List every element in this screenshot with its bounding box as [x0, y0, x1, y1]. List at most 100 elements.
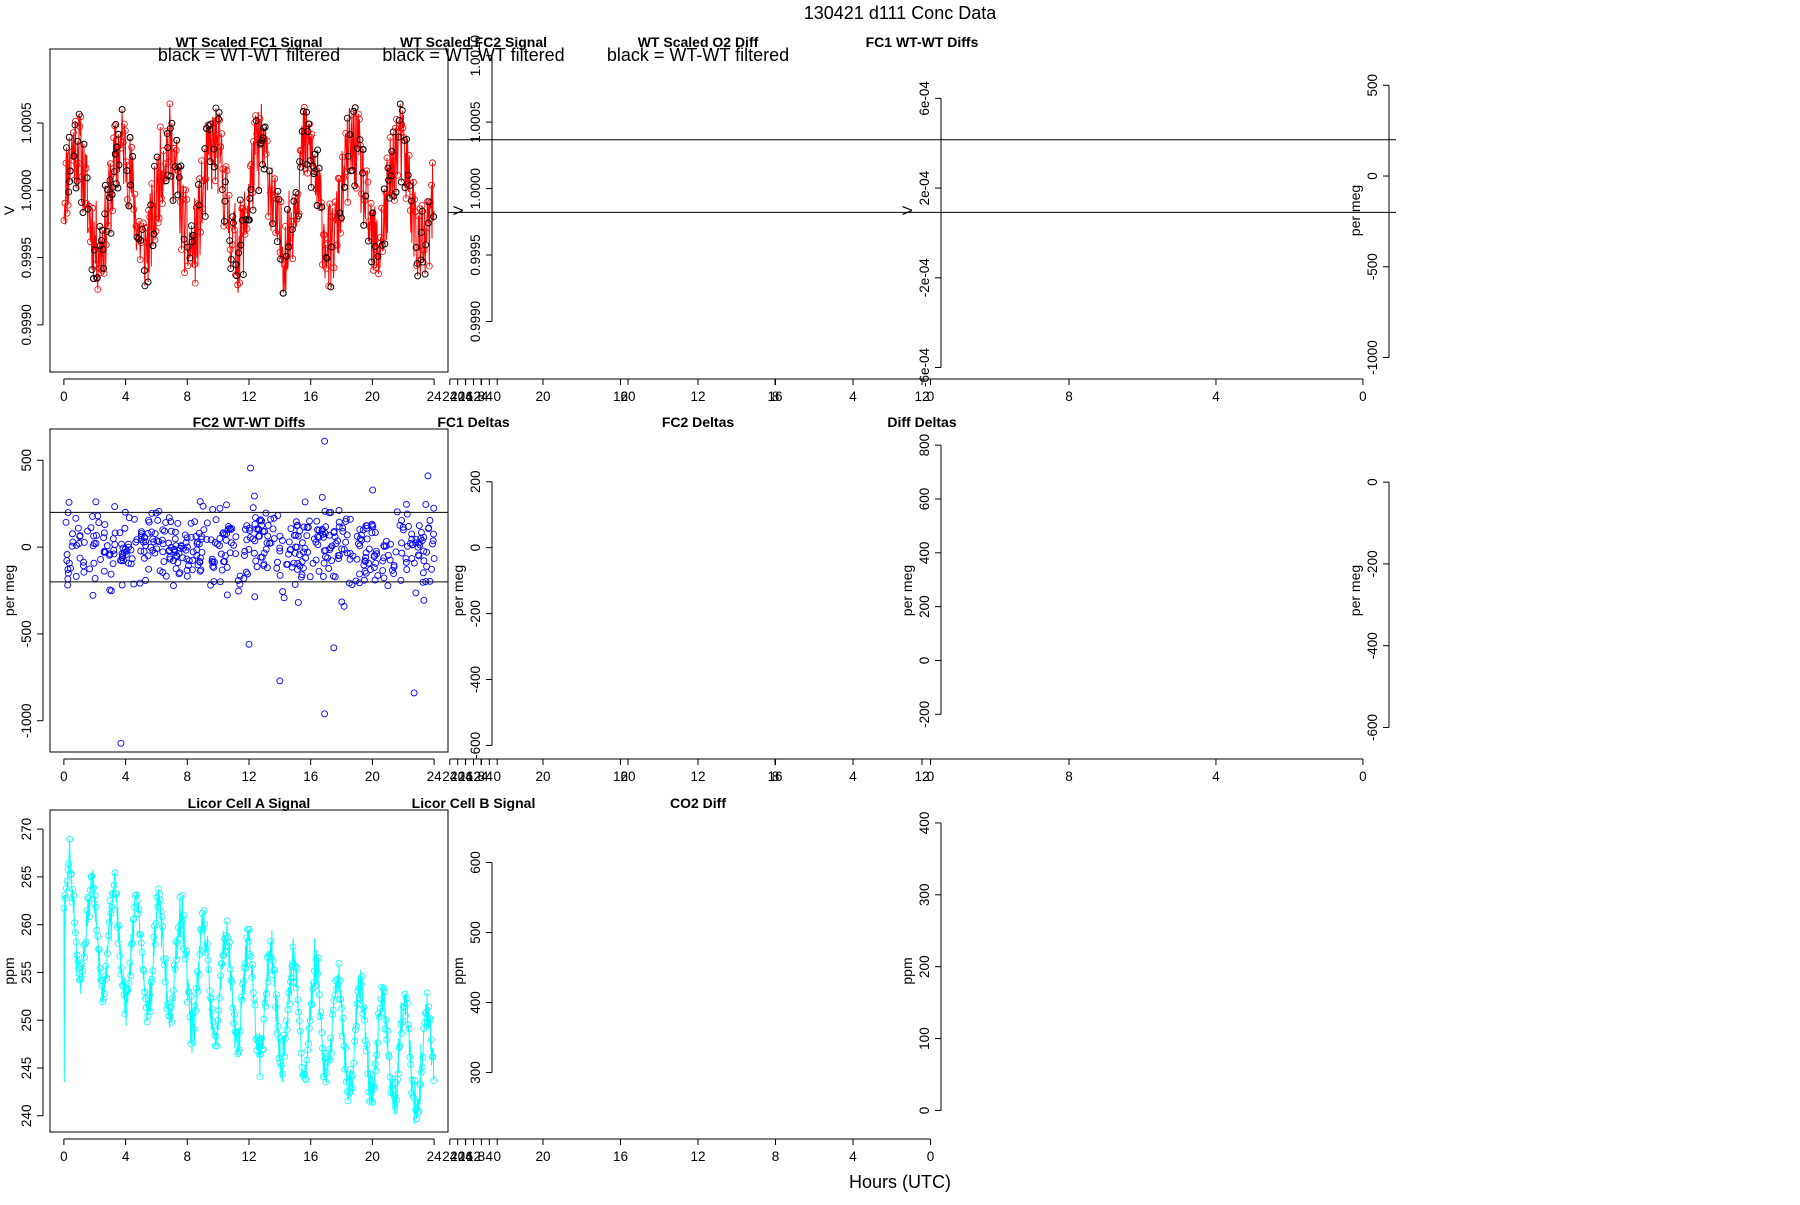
data-point — [458, 109, 464, 115]
data-point — [968, 466, 974, 472]
data-point — [477, 213, 483, 219]
data-point — [675, 178, 681, 184]
x-tick-label: 4 — [849, 769, 857, 784]
data-point — [918, 465, 924, 471]
data-point — [740, 171, 746, 177]
data-point — [656, 675, 662, 681]
data-point — [872, 653, 878, 659]
data-point — [454, 633, 460, 639]
data-point — [565, 649, 571, 655]
data-point — [1253, 464, 1259, 470]
data-point — [698, 669, 704, 675]
data-point — [1147, 462, 1153, 468]
data-point — [883, 462, 889, 468]
data-point — [937, 465, 943, 471]
data-point — [747, 233, 753, 239]
data-point — [1272, 465, 1278, 471]
data-point — [898, 676, 904, 682]
data-point — [602, 243, 608, 249]
data-point — [898, 183, 904, 189]
data-point — [483, 525, 489, 531]
data-point — [691, 235, 697, 241]
data-point — [695, 517, 701, 523]
data-point — [265, 533, 271, 539]
data-point — [1194, 189, 1200, 195]
data-point — [1273, 465, 1279, 471]
data-point — [712, 175, 718, 181]
data-point — [693, 655, 699, 661]
data-point — [922, 220, 928, 226]
data-point — [1345, 143, 1351, 149]
data-point — [752, 161, 758, 167]
data-point — [486, 523, 492, 529]
data-point — [598, 248, 604, 254]
data-point — [831, 226, 837, 232]
data-point — [1158, 170, 1164, 176]
data-point — [553, 243, 559, 249]
data-point — [739, 515, 745, 521]
data-point — [535, 179, 541, 185]
data-point — [866, 231, 872, 237]
data-point — [484, 523, 490, 529]
data-point — [1076, 467, 1082, 473]
data-point — [910, 675, 916, 681]
data-point — [1250, 162, 1256, 168]
data-point — [480, 525, 486, 531]
data-point — [786, 232, 792, 238]
data-point — [598, 233, 604, 239]
data-point — [498, 241, 504, 247]
data-point — [784, 464, 790, 470]
data-point — [737, 237, 743, 243]
data-point — [488, 650, 494, 656]
overlay-point — [453, 185, 459, 191]
data-point — [452, 219, 458, 225]
data-point — [722, 654, 728, 660]
overlay-point — [685, 233, 691, 239]
overlay-point — [565, 228, 571, 234]
data-point — [651, 662, 657, 668]
y-axis-label: per meg — [1347, 565, 1363, 616]
data-point — [1075, 226, 1081, 232]
x-tick-label: 12 — [690, 769, 705, 784]
data-point — [85, 528, 91, 534]
data-point — [1041, 467, 1047, 473]
overlay-point — [650, 227, 656, 233]
data-point — [864, 234, 870, 240]
data-point — [1326, 459, 1332, 465]
data-point — [1108, 127, 1114, 133]
data-point — [906, 240, 912, 246]
data-point — [1113, 187, 1119, 193]
data-point — [685, 673, 691, 679]
data-point — [453, 623, 459, 629]
data-point — [459, 540, 465, 546]
data-point — [448, 541, 454, 547]
data-point — [466, 504, 472, 510]
data-point — [884, 465, 890, 471]
data-point — [545, 618, 551, 624]
data-point — [531, 180, 537, 186]
overlay-point — [484, 232, 490, 238]
data-point — [627, 498, 633, 504]
data-point — [1154, 195, 1160, 201]
data-point — [851, 466, 857, 472]
data-point — [887, 462, 893, 468]
data-point — [492, 521, 498, 527]
data-point — [492, 188, 498, 194]
data-point — [563, 628, 569, 634]
data-point — [1086, 214, 1092, 220]
data-point — [1083, 463, 1089, 469]
data-point — [829, 165, 835, 171]
data-point — [685, 658, 691, 664]
data-point — [686, 232, 692, 238]
data-point — [899, 224, 905, 230]
data-point — [629, 702, 635, 708]
data-point — [1026, 163, 1032, 169]
data-point — [822, 233, 828, 239]
y-tick-label: 500 — [1365, 74, 1380, 97]
data-point — [695, 228, 701, 234]
data-point — [750, 233, 756, 239]
data-point — [548, 302, 554, 308]
data-point — [914, 234, 920, 240]
data-point — [877, 181, 883, 187]
data-point — [479, 222, 485, 228]
